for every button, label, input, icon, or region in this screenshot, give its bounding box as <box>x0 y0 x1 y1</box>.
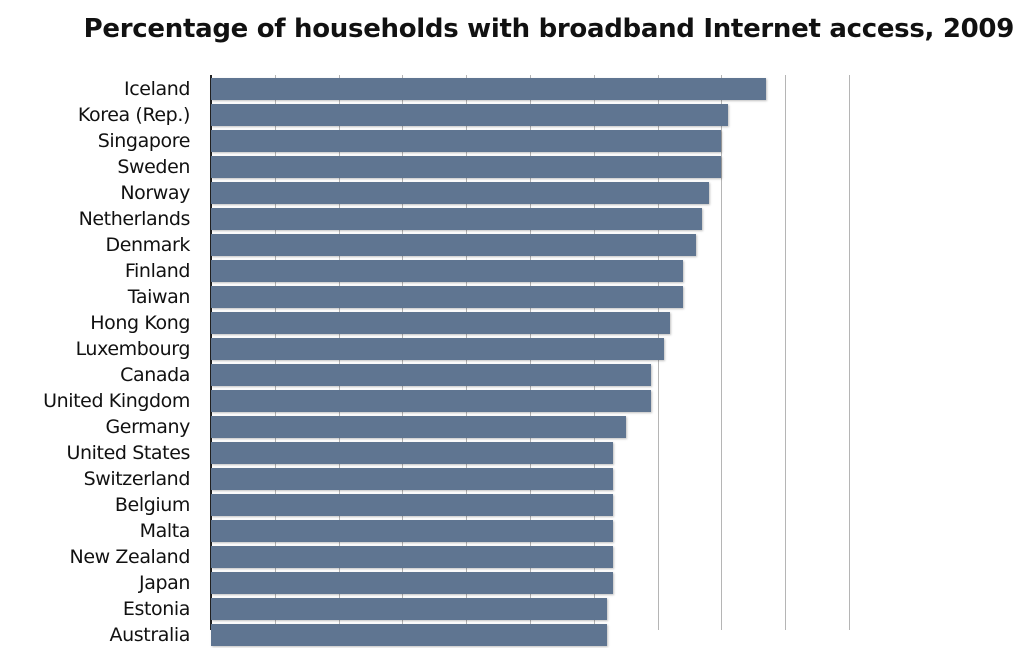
category-label: Germany <box>105 416 190 438</box>
bar-row: Estonia <box>0 596 1024 622</box>
chart-title: Percentage of households with broadband … <box>83 14 1015 44</box>
bar-row: Denmark <box>0 232 1024 258</box>
bar-row: Luxembourg <box>0 336 1024 362</box>
bar-row: Singapore <box>0 128 1024 154</box>
bar <box>211 338 664 360</box>
bar-row: Sweden <box>0 154 1024 180</box>
category-label: Taiwan <box>127 286 191 308</box>
category-label: New Zealand <box>69 546 191 568</box>
gridline <box>785 75 786 630</box>
bar <box>211 234 696 256</box>
bar <box>211 104 728 126</box>
bar-row: United States <box>0 440 1024 466</box>
bar <box>211 286 683 308</box>
bar-row: Finland <box>0 258 1024 284</box>
category-label: Korea (Rep.) <box>77 104 190 126</box>
bar <box>211 156 721 178</box>
bar-row: Hong Kong <box>0 310 1024 336</box>
bar-row: New Zealand <box>0 544 1024 570</box>
bar-row: Switzerland <box>0 466 1024 492</box>
bar <box>211 624 607 646</box>
category-label: Canada <box>120 364 190 386</box>
category-label: Malta <box>139 520 191 542</box>
category-label: Belgium <box>114 494 190 516</box>
bar <box>211 364 651 386</box>
bar-row: Korea (Rep.) <box>0 102 1024 128</box>
bar <box>211 572 613 594</box>
bar-row: Belgium <box>0 492 1024 518</box>
bar <box>211 520 613 542</box>
bar <box>211 208 702 230</box>
category-label: Denmark <box>105 234 190 256</box>
bar-row: Germany <box>0 414 1024 440</box>
bar-row: United Kingdom <box>0 388 1024 414</box>
bar-row: Taiwan <box>0 284 1024 310</box>
gridline <box>849 75 850 630</box>
category-label: Switzerland <box>83 468 191 490</box>
category-label: Japan <box>139 572 190 594</box>
bar-row: Iceland <box>0 76 1024 102</box>
category-label: Sweden <box>117 156 190 178</box>
category-label: Iceland <box>124 78 190 100</box>
bar-row: Netherlands <box>0 206 1024 232</box>
bar-row: Malta <box>0 518 1024 544</box>
bar <box>211 260 683 282</box>
bar <box>211 598 607 620</box>
category-label: Australia <box>109 624 191 646</box>
category-label: Norway <box>120 182 190 204</box>
category-label: Singapore <box>97 130 191 152</box>
bar <box>211 390 651 412</box>
bar-row: Australia <box>0 622 1024 648</box>
bar <box>211 130 721 152</box>
bar <box>211 416 626 438</box>
bar <box>211 468 613 490</box>
category-label: Estonia <box>122 598 191 620</box>
category-label: Hong Kong <box>90 312 190 334</box>
category-label: Luxembourg <box>75 338 191 360</box>
category-label: United Kingdom <box>43 390 190 412</box>
gridline <box>721 75 722 630</box>
bar <box>211 182 709 204</box>
bar-row: Canada <box>0 362 1024 388</box>
bar <box>211 494 613 516</box>
bar <box>211 78 766 100</box>
category-label: United States <box>66 442 191 464</box>
bar <box>211 442 613 464</box>
bar-chart-plot: Iceland Korea (Rep.) Singapore Sweden Norway… <box>0 75 1024 646</box>
bar-row: Japan <box>0 570 1024 596</box>
category-label: Netherlands <box>78 208 191 230</box>
category-label: Finland <box>124 260 190 282</box>
bar <box>211 312 670 334</box>
bar-row: Norway <box>0 180 1024 206</box>
bar <box>211 546 613 568</box>
